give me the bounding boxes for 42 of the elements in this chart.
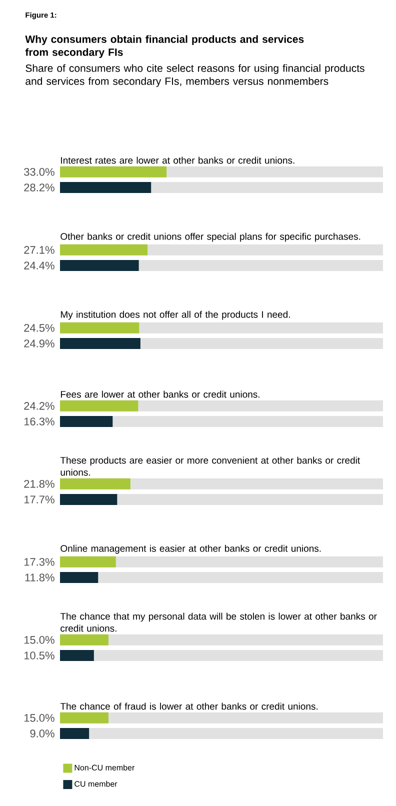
bar: [60, 416, 113, 428]
legend-label: CU member: [74, 780, 118, 787]
legend-label: Non-CU member: [74, 764, 134, 770]
bar: [60, 494, 118, 505]
y-tick-label: My institution does not offer all of the products I need.: [60, 310, 290, 320]
data-label: 16.3%: [24, 418, 54, 426]
y-tick-label: Fees are lower at other banks or credit unions.: [60, 390, 260, 398]
y-tick-label: These products are easier or more convenient at other banks or credit unions.: [60, 456, 360, 476]
data-label: 33.0%: [24, 168, 54, 176]
data-label: 11.8%: [25, 574, 54, 582]
bar: [60, 712, 108, 724]
data-label: 15.0%: [24, 714, 54, 722]
bar: [60, 322, 140, 334]
data-label: 24.9%: [24, 340, 54, 348]
data-label: 9.0%: [30, 730, 54, 738]
y-tick-label: Other banks or credit unions offer special plans for specific purchases.: [60, 232, 360, 242]
bar: [60, 166, 167, 178]
bar: [60, 634, 108, 646]
bar: [60, 728, 90, 739]
y-tick-label: The chance of fraud is lower at other banks or credit unions.: [60, 702, 318, 710]
y-tick-label: Online management is easier at other banks or credit unions.: [60, 544, 321, 554]
data-label: 24.2%: [24, 402, 54, 410]
bar: [60, 400, 138, 412]
chart-title: Why consumers obtain financial products and services from secondary FIs: [25, 35, 304, 58]
bar: [60, 572, 98, 583]
bar: [60, 260, 139, 272]
data-label: 17.7%: [24, 496, 54, 504]
data-label: 21.8%: [24, 480, 54, 488]
chart-subtitle: Share of consumers who cite select reasons for using financial products and services from secondary FIs, members versus nonmembers: [26, 64, 364, 87]
y-tick-label: Interest rates are lower at other banks or credit unions.: [61, 156, 294, 164]
data-label: 15.0%: [24, 636, 54, 644]
y-tick-label: The chance that my personal data will be stolen is lower at other banks or credit unions.: [60, 612, 377, 632]
data-label: 10.5%: [24, 652, 54, 660]
bar: [60, 244, 148, 256]
bar: [60, 478, 130, 490]
data-label: 24.5%: [24, 324, 54, 332]
data-label: 24.4%: [24, 262, 54, 270]
data-label: 27.1%: [24, 246, 54, 254]
data-label: 17.3%: [24, 558, 54, 566]
bar: [60, 556, 116, 568]
bar: [60, 650, 94, 661]
data-label: 28.2%: [24, 184, 54, 192]
